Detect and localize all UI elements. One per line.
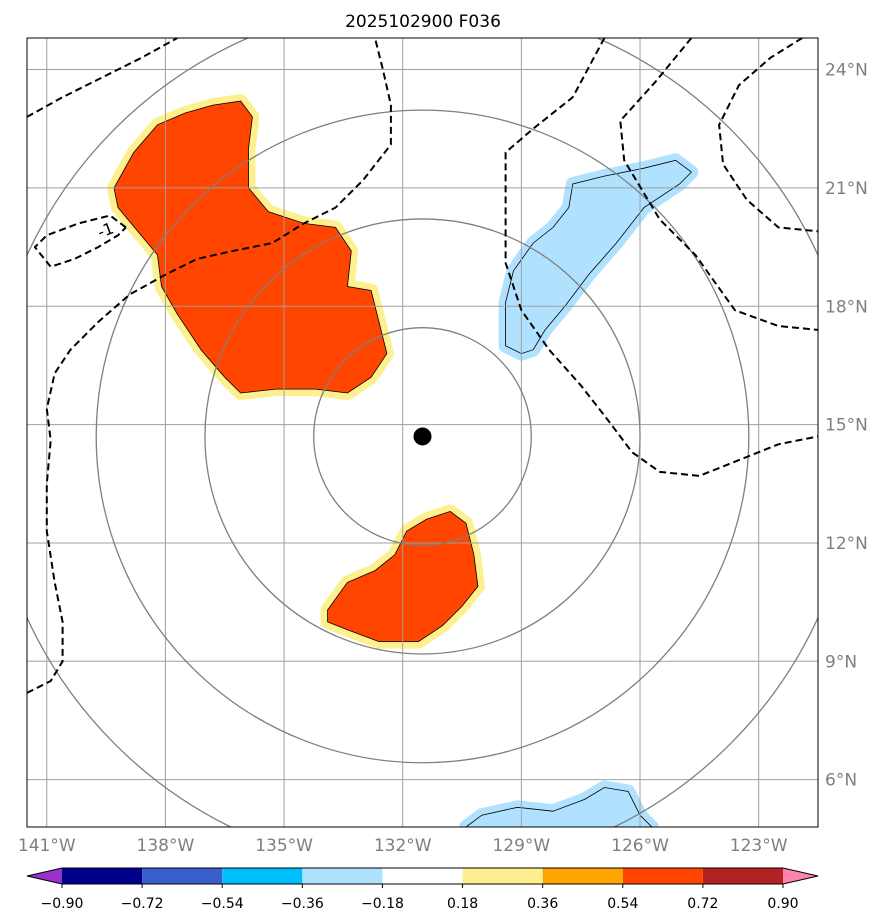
- colorbar-segment: [462, 868, 543, 884]
- positive-anomaly-south-outline: [327, 510, 479, 642]
- range-rings: [27, 38, 818, 827]
- lon-tick-label: 132°W: [374, 836, 432, 856]
- lon-tick-label: 138°W: [137, 836, 195, 856]
- colorbar-segment: [382, 868, 463, 884]
- colorbar-tick-label: −0.54: [201, 896, 244, 912]
- colorbar-max-extend: [783, 868, 818, 884]
- colorbar-tick-label: −0.90: [41, 896, 84, 912]
- dashed-contour-northeast: [619, 38, 818, 331]
- lat-tick-label: 21°N: [825, 179, 868, 199]
- lat-tick-label: 18°N: [825, 297, 868, 317]
- lon-tick-label: 135°W: [255, 836, 313, 856]
- range-ring: [204, 218, 641, 655]
- range-ring: [95, 109, 750, 764]
- negative-anomaly-southeast-outline: [465, 787, 653, 827]
- lon-tick-label: 141°W: [18, 836, 76, 856]
- colorbar-tick-label: 0.72: [687, 896, 718, 912]
- lat-lon-gridlines: [27, 38, 818, 827]
- map-area: -1: [27, 38, 818, 827]
- colorbar-tick-label: −0.36: [281, 896, 324, 912]
- colorbar-min-extend: [27, 868, 62, 884]
- dashed-contour-west: [27, 38, 392, 694]
- colorbar-segment: [622, 868, 703, 884]
- colorbar-tick-label: −0.72: [121, 896, 164, 912]
- lat-tick-label: 24°N: [825, 61, 868, 81]
- negative-anomaly-northeast: [505, 160, 692, 354]
- dashed-contours: [27, 38, 818, 694]
- lat-tick-label: 15°N: [825, 416, 868, 436]
- colorbar-tick-label: −0.18: [361, 896, 404, 912]
- colorbar-segment: [702, 868, 783, 884]
- colorbar-segment: [302, 868, 383, 884]
- lon-tick-label: 129°W: [492, 836, 550, 856]
- range-ring: [313, 327, 532, 546]
- map-title: 2025102900 F036: [345, 12, 501, 32]
- colorbar: −0.90 −0.72 −0.54 −0.36 −0.18 0.18 0.36 0.54 0.7…: [26, 867, 819, 912]
- colorbar-segment: [222, 868, 303, 884]
- dashed-contour-closed: [33, 214, 127, 268]
- latitude-tick-labels: 24°N 21°N 18°N 15°N 12°N 9°N 6°N: [825, 61, 868, 791]
- map-frame: [26, 37, 819, 828]
- lon-tick-label: 126°W: [611, 836, 669, 856]
- lon-tick-label: 123°W: [730, 836, 788, 856]
- colorbar-tick-label: 0.54: [607, 896, 638, 912]
- negative-anomaly-southeast: [466, 787, 652, 827]
- longitude-tick-labels: 141°W 138°W 135°W 132°W 129°W 126°W 123°W: [18, 836, 788, 856]
- contour-label: -1: [95, 218, 116, 241]
- colorbar-tick-label: 0.90: [767, 896, 798, 912]
- lat-tick-label: 6°N: [825, 771, 857, 791]
- colorbar-tick-label: 0.18: [447, 896, 478, 912]
- dashed-contour-east: [504, 38, 818, 477]
- lat-tick-label: 9°N: [825, 652, 857, 672]
- lat-tick-label: 12°N: [825, 534, 868, 554]
- colorbar-tick-label: 0.36: [527, 896, 558, 912]
- dashed-contour-far-east: [718, 38, 818, 233]
- colorbar-segment: [142, 868, 223, 884]
- colorbar-segment: [542, 868, 623, 884]
- positive-anomaly-north: [114, 101, 387, 393]
- colorbar-segment: [62, 868, 143, 884]
- negative-anomaly-northeast-outline: [505, 159, 693, 355]
- dashed-contour-nw: [27, 38, 178, 118]
- storm-center-dot: [413, 427, 432, 446]
